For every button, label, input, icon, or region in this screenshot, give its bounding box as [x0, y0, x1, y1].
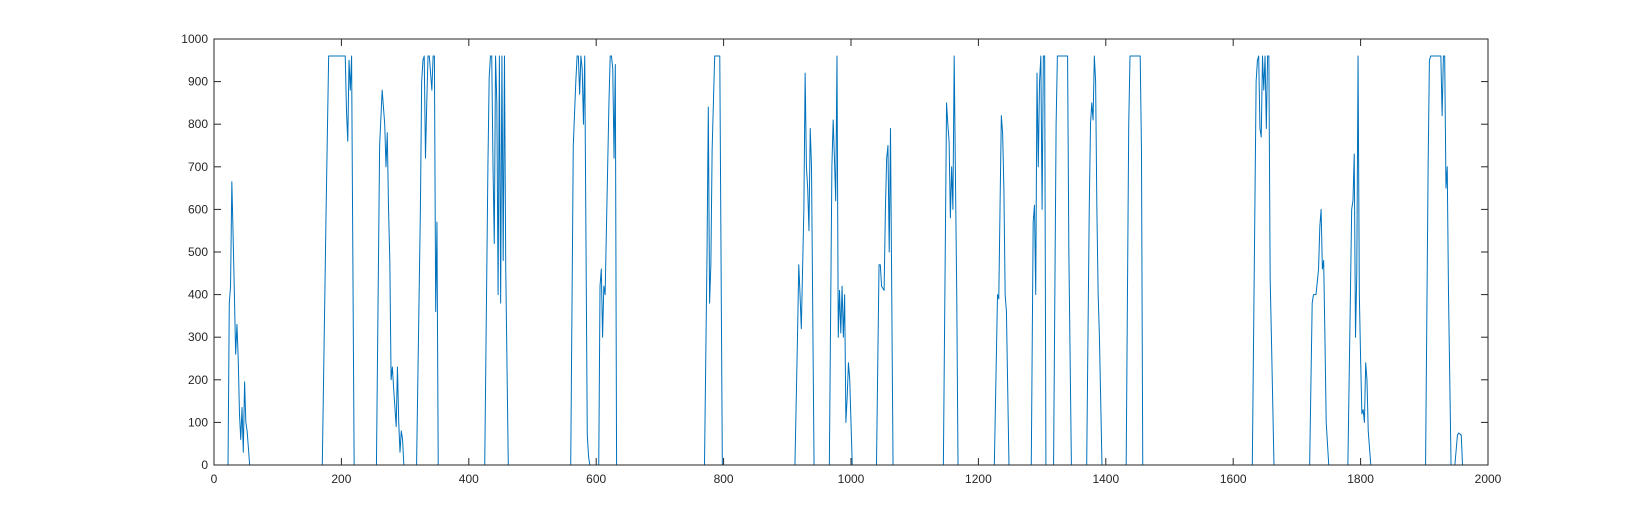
x-tick-label: 1200 [965, 472, 992, 486]
x-tick-label: 400 [459, 472, 479, 486]
plot-background [214, 39, 1488, 465]
y-tick-label: 600 [188, 202, 208, 216]
y-tick-label: 900 [188, 75, 208, 89]
x-tick-label: 2000 [1475, 472, 1502, 486]
y-tick-label: 800 [188, 117, 208, 131]
x-tick-label: 800 [714, 472, 734, 486]
axes: 0 200 400 600 800 1000 1200 1400 1600 1800 2000 0 10… [181, 32, 1501, 486]
y-tick-label: 1000 [181, 32, 208, 46]
y-tick-label: 400 [188, 288, 208, 302]
y-tick-label: 200 [188, 373, 208, 387]
x-tick-label: 600 [586, 472, 606, 486]
y-tick-label: 700 [188, 160, 208, 174]
y-tick-label: 0 [201, 458, 208, 472]
x-tick-label: 0 [211, 472, 218, 486]
x-tick-label: 1000 [838, 472, 865, 486]
x-tick-label: 1600 [1220, 472, 1247, 486]
x-tick-label: 1400 [1092, 472, 1119, 486]
y-tick-label: 500 [188, 245, 208, 259]
y-tick-label: 300 [188, 330, 208, 344]
y-tick-label: 100 [188, 415, 208, 429]
plot-frame [213, 38, 1489, 466]
x-tick-label: 1800 [1347, 472, 1374, 486]
x-tick-label: 200 [331, 472, 351, 486]
